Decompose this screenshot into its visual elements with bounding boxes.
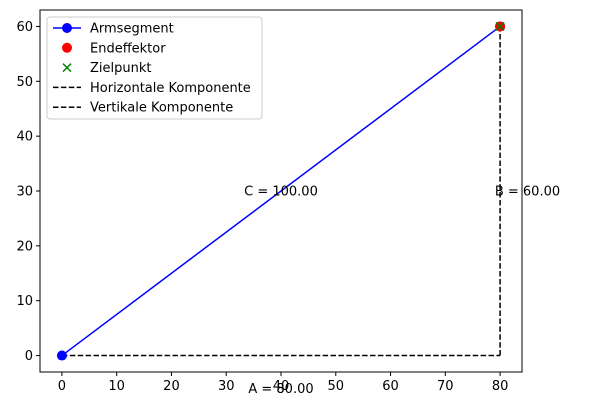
y-tick-label: 20 <box>16 239 33 254</box>
armsegment-line <box>61 25 501 357</box>
legend-endeffektor-handle-point <box>62 42 72 53</box>
annotation-c-100-00: C = 100.00 <box>244 185 318 200</box>
annotation-b-60-00: B = 60.00 <box>495 185 560 200</box>
x-tick-label: 0 <box>58 379 66 394</box>
zielpunkt-x-marker <box>495 21 505 31</box>
x-tick-label: 20 <box>163 379 180 394</box>
x-tick-label: 10 <box>108 379 125 394</box>
x-tick-label: 50 <box>327 379 344 394</box>
y-tick-label: 30 <box>16 185 33 200</box>
x-tick-label: 60 <box>382 379 399 394</box>
legend-zielpunkt-label: Zielpunkt <box>90 61 151 76</box>
armsegment-point <box>56 350 67 361</box>
y-tick-label: 10 <box>16 294 33 309</box>
y-tick-label: 0 <box>25 349 33 364</box>
legend: Armsegment Endeffektor Zielpunkt Horizontal… <box>46 16 263 120</box>
legend-zielpunkt-handle-x-stroke-b <box>62 63 72 73</box>
axis-ticks: 0 10 20 30 40 50 60 70 80 0 10 20 30 40 50 60 <box>16 20 508 394</box>
legend-armsegment-label: Armsegment <box>90 22 174 37</box>
zielpunkt-x-stroke-b <box>495 21 505 31</box>
y-tick-label: 50 <box>16 75 33 90</box>
annotation-a-80-00: A = 80.00 <box>248 382 313 397</box>
legend-zielpunkt-handle-x-marker <box>62 63 72 73</box>
legend-horizontale-komponente-label: Horizontale Komponente <box>90 81 251 96</box>
legend-vertikale-komponente-label: Vertikale Komponente <box>90 101 233 116</box>
legend-box <box>46 16 263 120</box>
y-tick-label: 60 <box>16 20 33 35</box>
y-tick-label: 40 <box>16 130 33 145</box>
x-tick-label: 70 <box>437 379 454 394</box>
legend-endeffektor-label: Endeffektor <box>90 41 166 56</box>
x-tick-label: 40 <box>273 379 290 394</box>
annotations: A = 80.00 B = 60.00 C = 100.00 <box>244 185 560 397</box>
plot-area <box>56 21 506 361</box>
x-tick-label: 30 <box>218 379 235 394</box>
legend-armsegment-handle-point <box>62 23 72 33</box>
x-tick-label: 80 <box>492 379 509 394</box>
